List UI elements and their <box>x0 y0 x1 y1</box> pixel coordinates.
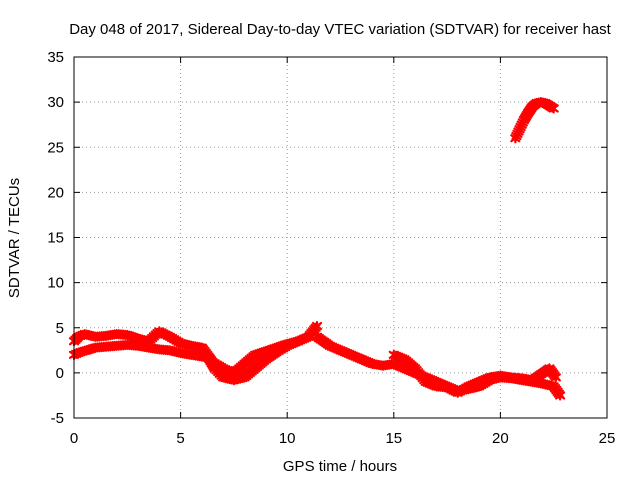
y-tick-label: 25 <box>47 139 64 156</box>
x-tick-label: 25 <box>599 430 616 447</box>
y-tick-label: 30 <box>47 94 64 111</box>
series-4 <box>388 349 561 398</box>
series-5 <box>510 97 559 144</box>
series-group <box>68 97 566 401</box>
x-tick-label: 20 <box>492 430 509 447</box>
y-tick-label: 35 <box>47 49 64 66</box>
chart-title: Day 048 of 2017, Sidereal Day-to-day VTE… <box>69 21 611 38</box>
x-tick-label: 15 <box>385 430 402 447</box>
grid-group <box>74 57 607 418</box>
y-tick-label: 10 <box>47 275 64 292</box>
y-tick-label: -5 <box>51 410 64 427</box>
x-axis-label: GPS time / hours <box>283 458 397 475</box>
x-tick-label: 0 <box>70 430 78 447</box>
plot-frame <box>73 56 608 419</box>
y-tick-label: 15 <box>47 230 64 247</box>
y-axis-label: SDTVAR / TECUs <box>6 178 23 298</box>
data-point <box>548 103 559 114</box>
data-point <box>311 320 323 332</box>
y-tick-label: 5 <box>56 320 64 337</box>
data-point <box>554 390 566 401</box>
y-tick-label: 20 <box>47 184 64 201</box>
series-2 <box>68 326 303 378</box>
x-tick-label: 5 <box>176 430 184 447</box>
data-point <box>550 372 561 383</box>
y-tick-label: 0 <box>56 365 64 382</box>
x-tick-label: 10 <box>279 430 296 447</box>
data-point <box>292 336 303 347</box>
ticks-group: 0 5 10 15 20 25 -5 0 5 10 15 20 25 30 35 <box>47 49 615 447</box>
